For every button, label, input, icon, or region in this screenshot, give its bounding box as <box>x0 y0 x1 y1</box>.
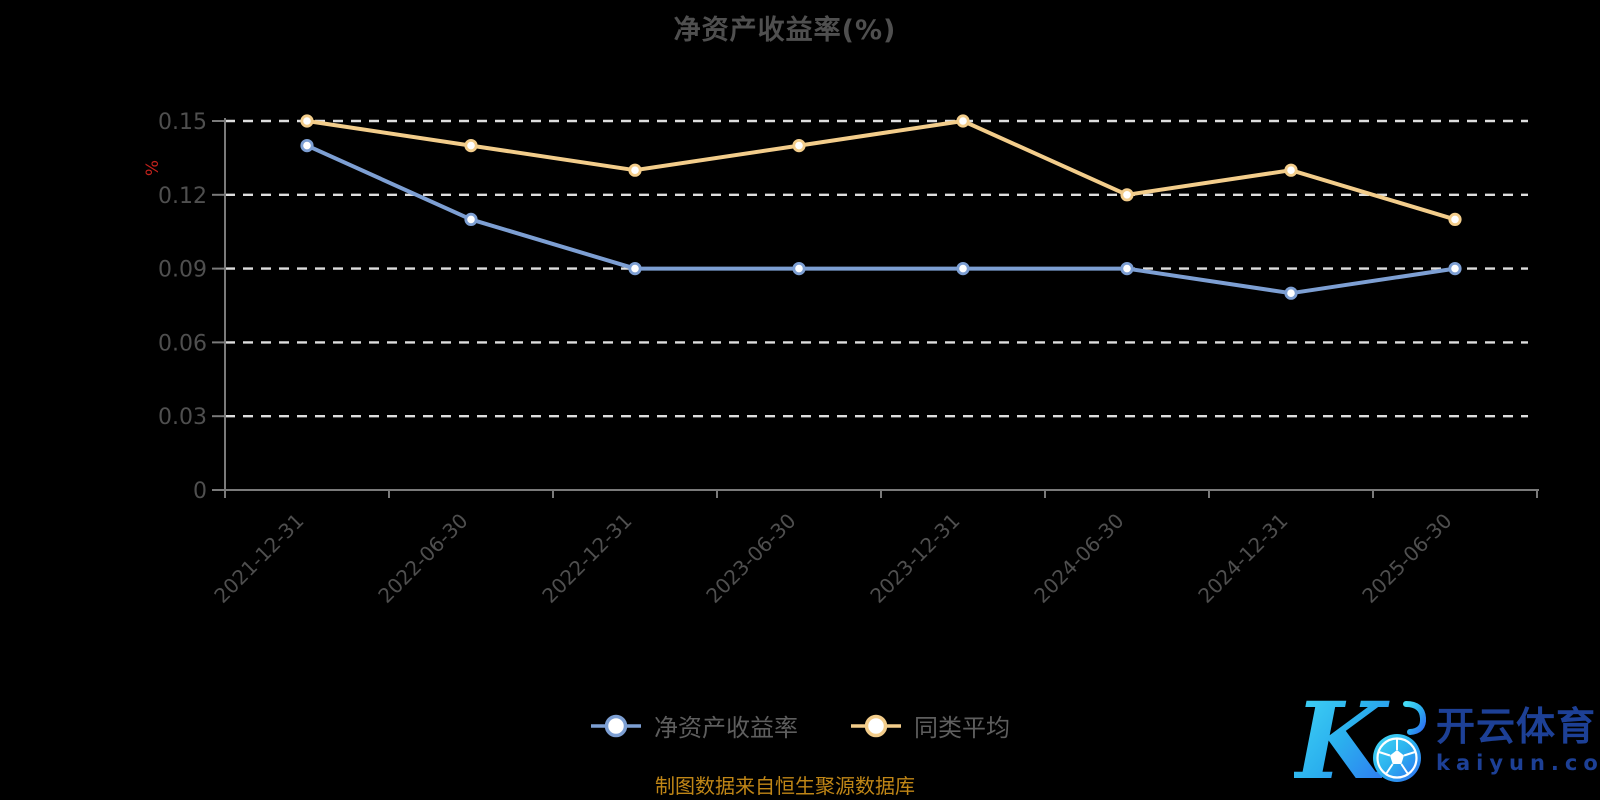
y-tick-label: 0 <box>193 479 207 504</box>
legend-item-peer-average[interactable]: 同类平均 <box>850 708 1010 743</box>
legend: 净资产收益率 同类平均 <box>0 708 1600 743</box>
roe-legend-label: 净资产收益率 <box>654 714 798 742</box>
roe-data-point[interactable] <box>792 261 806 276</box>
legend-item-roe[interactable]: 净资产收益率 <box>590 708 798 743</box>
peer-data-point[interactable] <box>1120 188 1134 202</box>
peer-legend-label: 同类平均 <box>914 714 1010 742</box>
peer-legend-marker-icon <box>851 714 901 737</box>
x-tick-label: 2021-12-31 <box>209 509 308 608</box>
kaiyun-monogram: K <box>1294 682 1390 800</box>
y-tick-label: 0.09 <box>158 258 207 283</box>
peer-data-point[interactable] <box>300 114 314 128</box>
roe-data-point[interactable] <box>1448 261 1462 276</box>
watermark-text: 开云体育 kaiyun.com <box>1436 704 1600 776</box>
roe-data-point[interactable] <box>1120 261 1134 276</box>
data-source-note: 制图数据来自恒生聚源数据库 <box>655 774 915 798</box>
roe-data-point[interactable] <box>956 261 970 276</box>
roe-data-point[interactable] <box>464 212 478 226</box>
x-tick-label: 2022-12-31 <box>537 509 636 608</box>
chart-title: 净资产收益率(%) <box>673 15 897 46</box>
peer-data-point[interactable] <box>956 114 970 128</box>
peer-data-point[interactable] <box>628 163 642 177</box>
kaiyun-watermark[interactable]: K 开云体育 kaiyun.com <box>1294 682 1600 800</box>
y-tick-label: 0.03 <box>158 405 207 430</box>
logo-swirl <box>1403 701 1427 735</box>
y-tick-label: 0.06 <box>158 331 207 356</box>
soccer-ball-icon <box>1373 734 1421 782</box>
peer-legend-circle <box>864 714 888 737</box>
x-tick-label: 2025-06-30 <box>1357 509 1456 608</box>
watermark-brand: 开云体育 <box>1436 704 1597 750</box>
roe-data-point[interactable] <box>1284 286 1298 300</box>
x-tick-label: 2024-06-30 <box>1029 509 1128 608</box>
roe-data-point[interactable] <box>300 139 314 153</box>
watermark-domain: kaiyun.com <box>1436 751 1600 776</box>
roe-data-point[interactable] <box>628 261 642 276</box>
kaiyun-logo-icon: K <box>1294 682 1427 800</box>
peer-data-point[interactable] <box>464 139 478 153</box>
y-axis-unit: % <box>143 160 163 176</box>
x-tick-label: 2022-06-30 <box>373 509 472 608</box>
roe-legend-circle <box>604 714 628 737</box>
peer-series-line <box>305 119 1457 222</box>
roe-legend-marker-icon <box>591 714 641 737</box>
y-tick-label: 0.15 <box>158 110 207 135</box>
peer-data-point[interactable] <box>792 139 806 153</box>
x-tick-label: 2023-06-30 <box>701 509 800 608</box>
x-tick-label: 2024-12-31 <box>1193 509 1292 608</box>
y-tick-label: 0.12 <box>158 184 207 209</box>
x-tick-label: 2023-12-31 <box>865 509 964 608</box>
peer-data-point[interactable] <box>1448 212 1462 226</box>
roe-series-line <box>305 143 1457 296</box>
peer-data-point[interactable] <box>1284 163 1298 177</box>
